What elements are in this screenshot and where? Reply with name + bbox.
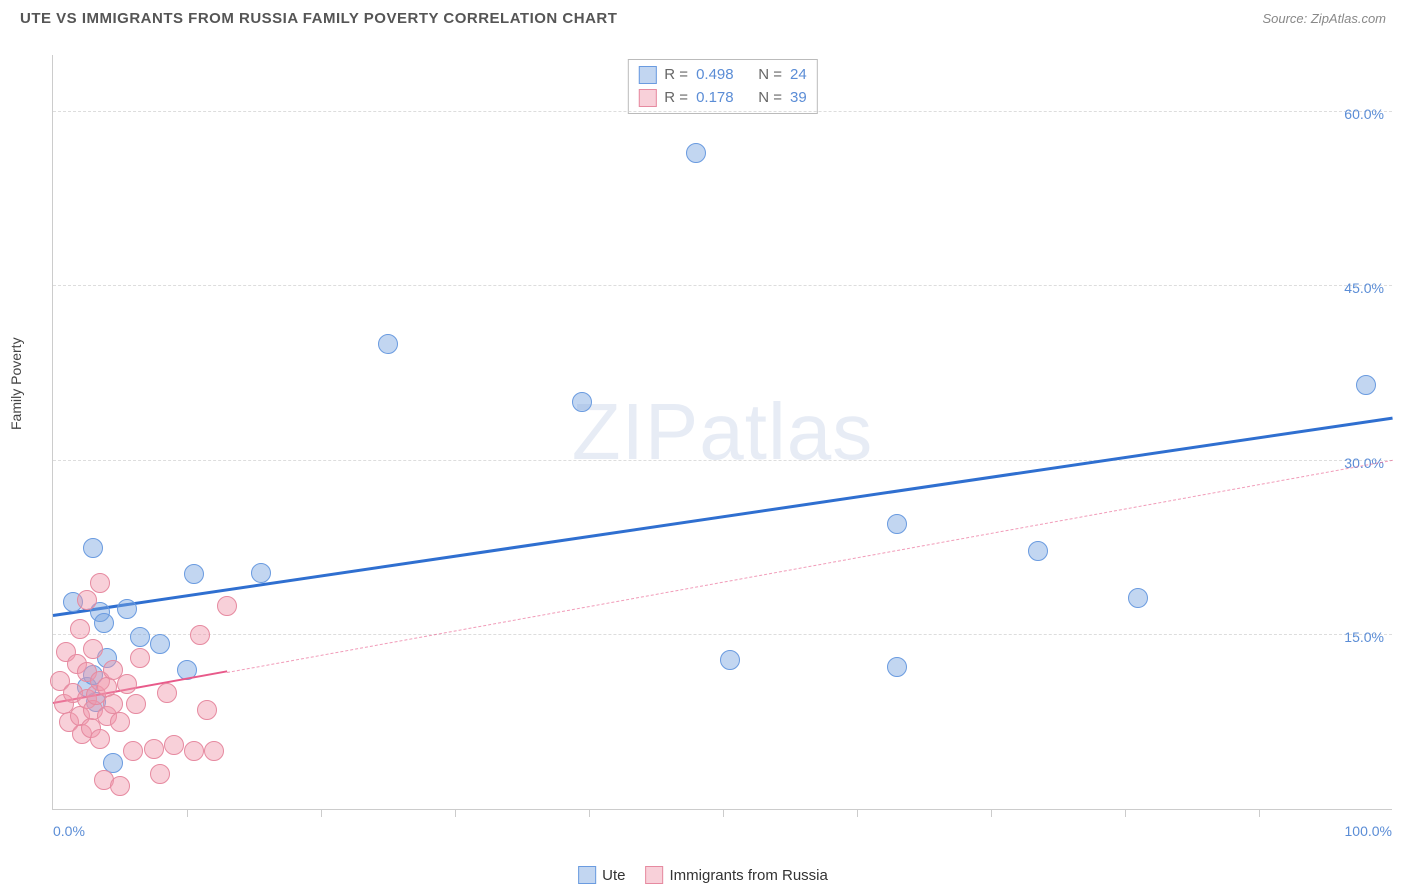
legend-swatch (578, 866, 596, 884)
series-legend-label: Ute (602, 867, 625, 884)
legend-swatch (638, 66, 656, 84)
data-point (378, 334, 398, 354)
legend-swatch (645, 866, 663, 884)
correlation-legend: R = 0.498 N = 24 R = 0.178 N = 39 (627, 59, 817, 114)
data-point (150, 764, 170, 784)
data-point (184, 741, 204, 761)
data-point (887, 657, 907, 677)
source-label: Source: ZipAtlas.com (1262, 11, 1386, 26)
y-tick-label: 45.0% (1344, 280, 1384, 296)
legend-r-value: 0.178 (696, 87, 746, 110)
data-point (1356, 375, 1376, 395)
data-point (117, 599, 137, 619)
data-point (90, 729, 110, 749)
data-point (887, 514, 907, 534)
x-tick (723, 809, 724, 817)
data-point (77, 590, 97, 610)
chart-header: UTE VS IMMIGRANTS FROM RUSSIA FAMILY POV… (0, 0, 1406, 32)
legend-r-label: R = (664, 87, 688, 110)
data-point (83, 538, 103, 558)
data-point (144, 739, 164, 759)
legend-n-value: 24 (790, 64, 807, 87)
y-axis-label: Family Poverty (8, 337, 24, 430)
data-point (197, 700, 217, 720)
correlation-legend-row: R = 0.498 N = 24 (638, 64, 806, 87)
watermark: ZIPatlas (572, 386, 873, 478)
legend-n-label: N = (754, 64, 782, 87)
data-point (123, 741, 143, 761)
series-legend-item: Immigrants from Russia (645, 866, 827, 884)
y-tick-label: 15.0% (1344, 629, 1384, 645)
data-point (90, 573, 110, 593)
x-tick (455, 809, 456, 817)
data-point (83, 639, 103, 659)
legend-r-label: R = (664, 64, 688, 87)
gridline (53, 460, 1392, 461)
trendline (53, 417, 1393, 617)
legend-n-label: N = (754, 87, 782, 110)
data-point (572, 392, 592, 412)
x-tick (991, 809, 992, 817)
x-tick (589, 809, 590, 817)
data-point (720, 650, 740, 670)
data-point (251, 563, 271, 583)
chart-plot-area: ZIPatlas R = 0.498 N = 24 R = 0.178 N = 39 15… (52, 55, 1392, 810)
data-point (150, 634, 170, 654)
data-point (94, 613, 114, 633)
x-tick-label-max: 100.0% (1345, 823, 1392, 839)
data-point (110, 776, 130, 796)
series-legend-item: Ute (578, 866, 625, 884)
y-tick-label: 60.0% (1344, 106, 1384, 122)
watermark-atlas: atlas (699, 387, 873, 476)
data-point (686, 143, 706, 163)
gridline (53, 634, 1392, 635)
data-point (157, 683, 177, 703)
data-point (217, 596, 237, 616)
data-point (126, 694, 146, 714)
gridline (53, 111, 1392, 112)
data-point (190, 625, 210, 645)
correlation-legend-row: R = 0.178 N = 39 (638, 87, 806, 110)
data-point (1028, 541, 1048, 561)
series-legend-label: Immigrants from Russia (669, 867, 827, 884)
data-point (184, 564, 204, 584)
x-tick (1125, 809, 1126, 817)
x-tick (1259, 809, 1260, 817)
x-tick (187, 809, 188, 817)
trendline-dashed (227, 460, 1393, 673)
data-point (110, 712, 130, 732)
chart-title: UTE VS IMMIGRANTS FROM RUSSIA FAMILY POV… (20, 10, 617, 27)
legend-n-value: 39 (790, 87, 807, 110)
legend-r-value: 0.498 (696, 64, 746, 87)
data-point (204, 741, 224, 761)
data-point (130, 648, 150, 668)
gridline (53, 285, 1392, 286)
legend-swatch (638, 89, 656, 107)
data-point (70, 619, 90, 639)
data-point (1128, 588, 1148, 608)
series-legend: Ute Immigrants from Russia (578, 866, 828, 884)
data-point (164, 735, 184, 755)
x-tick (321, 809, 322, 817)
x-tick (857, 809, 858, 817)
data-point (130, 627, 150, 647)
data-point (117, 674, 137, 694)
x-tick-label-min: 0.0% (53, 823, 85, 839)
